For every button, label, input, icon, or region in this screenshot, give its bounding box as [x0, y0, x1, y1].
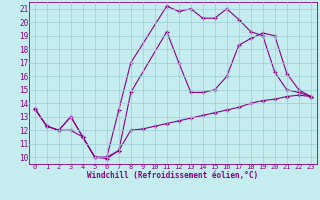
X-axis label: Windchill (Refroidissement éolien,°C): Windchill (Refroidissement éolien,°C)	[87, 171, 258, 180]
